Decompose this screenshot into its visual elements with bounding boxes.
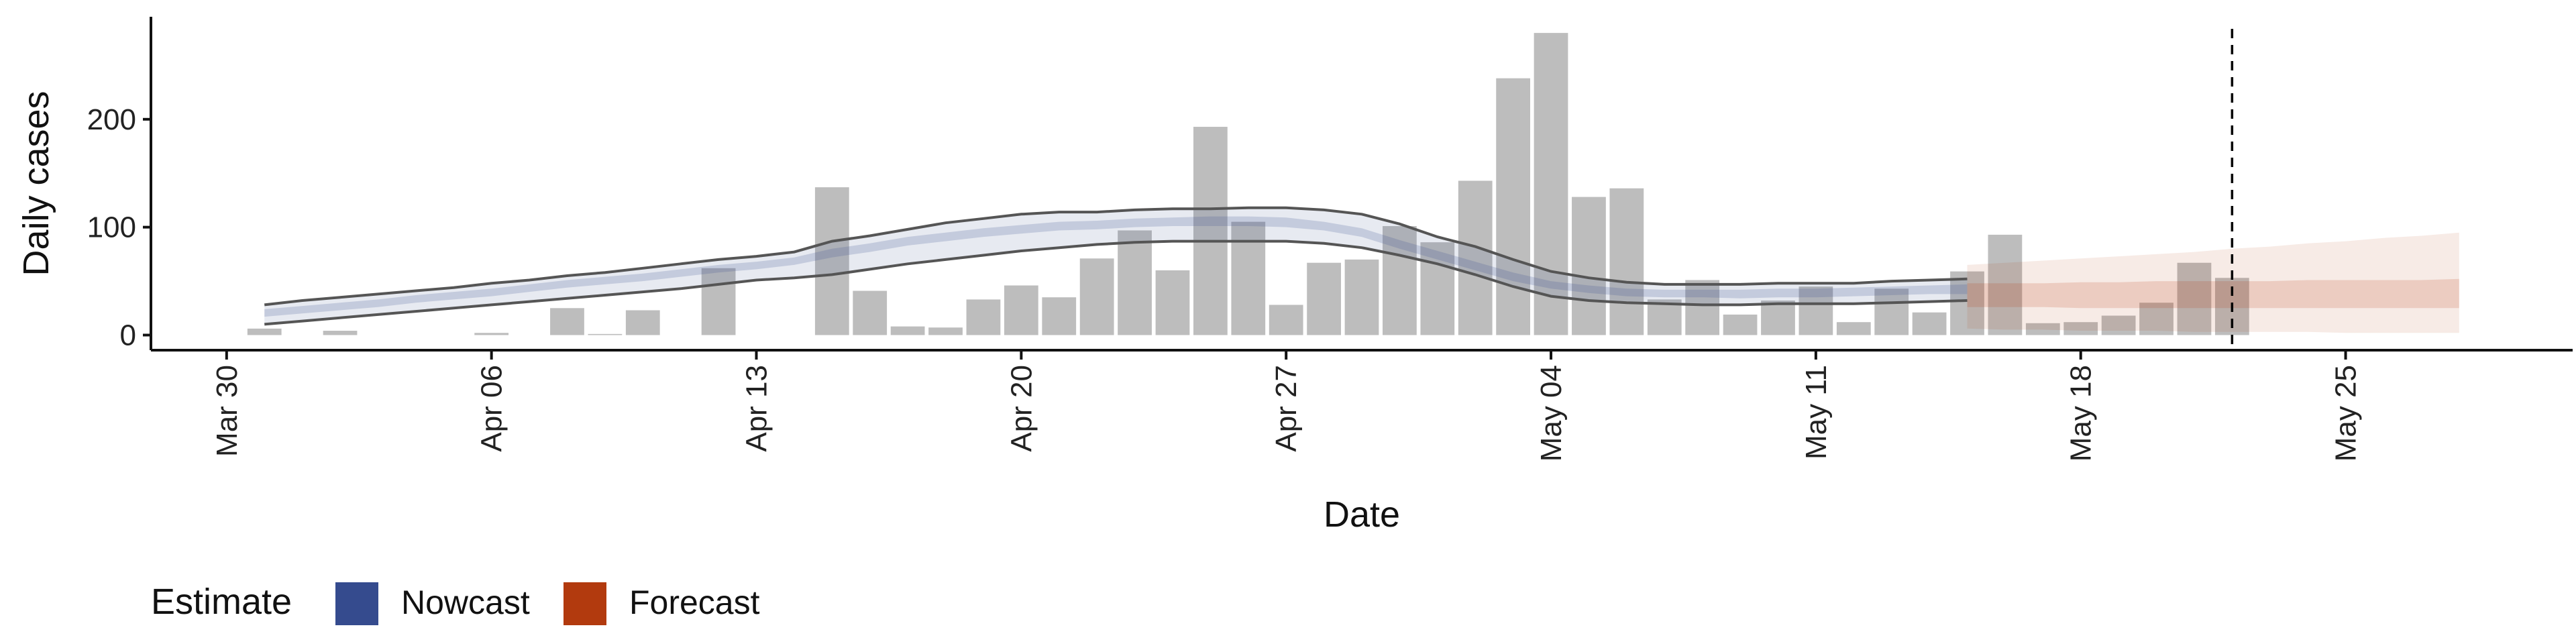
x-axis-title: Date (1324, 494, 1400, 535)
bar-2020-05-16 (1988, 234, 2023, 335)
bar-2020-05-15 (1950, 271, 1984, 335)
bar-2020-05-12 (1836, 322, 1871, 335)
bar-2020-05-14 (1912, 312, 1947, 335)
bar-2020-04-27 (1269, 305, 1303, 335)
outline-layer (264, 206, 1968, 326)
bar-2020-04-18 (928, 327, 963, 335)
x-tick-label-2020-04-13: Apr 13 (741, 365, 773, 452)
bar-2020-04-20 (1004, 285, 1038, 335)
bands-layer (264, 207, 2459, 333)
bar-2020-04-17 (890, 326, 925, 335)
bar-2020-05-04 (1534, 33, 1568, 335)
bar-2020-05-11 (1799, 286, 1833, 335)
bar-2020-04-29 (1344, 259, 1379, 335)
forecast-band-50 (1967, 278, 2459, 309)
bar-2020-05-03 (1496, 78, 1531, 335)
bar-2020-05-02 (1458, 180, 1493, 335)
bar-2020-05-18 (2063, 322, 2098, 335)
legend-title: Estimate (151, 582, 292, 622)
forecast-band-90 (1967, 232, 2459, 333)
bar-2020-04-21 (1042, 297, 1077, 335)
x-tick-label-2020-03-30: Mar 30 (211, 365, 244, 457)
bar-2020-04-22 (1079, 258, 1114, 335)
x-tick-label-2020-04-20: Apr 20 (1005, 365, 1038, 452)
bar-2020-05-19 (2101, 315, 2136, 335)
bar-2020-04-24 (1155, 270, 1190, 335)
bar-2020-05-06 (1609, 188, 1644, 335)
legend-swatch-nowcast (335, 582, 378, 625)
y-axis-title: Daily cases (16, 91, 56, 276)
bar-2020-05-08 (1685, 280, 1720, 335)
bar-2020-04-09 (588, 333, 623, 335)
bar-2020-04-28 (1307, 262, 1341, 335)
legend-label-nowcast: Nowcast (401, 584, 530, 621)
bar-2020-04-12 (701, 268, 736, 335)
x-tick-label-2020-04-06: Apr 06 (476, 365, 508, 452)
x-tick-label-2020-05-25: May 25 (2330, 365, 2363, 462)
bar-2020-04-02 (323, 331, 358, 335)
bar-2020-04-25 (1193, 127, 1228, 335)
legend-label-forecast: Forecast (629, 584, 760, 621)
y-ticks: 0 100 200 (87, 103, 151, 352)
bar-2020-05-13 (1874, 288, 1909, 335)
x-tick-label-2020-04-27: Apr 27 (1270, 365, 1303, 452)
axes-layer (150, 17, 2573, 352)
x-tick-label-2020-05-04: May 04 (1535, 365, 1568, 462)
bar-2020-05-20 (2139, 303, 2174, 335)
y-tick-label-0: 0 (120, 319, 136, 352)
bar-2020-04-19 (966, 299, 1001, 335)
bar-2020-05-17 (2025, 323, 2060, 335)
legend-swatch-forecast (564, 582, 606, 625)
bar-2020-04-15 (814, 187, 849, 335)
bar-2020-05-21 (2177, 262, 2212, 335)
nowcast-upper-line (264, 206, 1968, 307)
bar-2020-03-31 (247, 328, 282, 335)
legend: Estimate Nowcast Forecast (151, 582, 760, 625)
bar-2020-05-10 (1761, 301, 1795, 335)
bar-2020-04-16 (853, 290, 888, 335)
nowcast-band-90 (264, 207, 1968, 325)
bar-2020-04-23 (1118, 230, 1152, 335)
x-tick-label-2020-05-18: May 18 (2065, 365, 2098, 462)
y-tick-label-200: 200 (87, 103, 136, 136)
nowcast-lower-line (264, 239, 1968, 326)
x-tick-label-2020-05-11: May 11 (1800, 365, 1833, 460)
bar-2020-04-06 (474, 333, 509, 335)
bar-2020-04-08 (550, 308, 584, 335)
bar-2020-04-30 (1383, 226, 1417, 335)
x-ticks: Mar 30 Apr 06 Apr 13 Apr 20 Apr 27 May 04 May … (211, 350, 2363, 462)
bar-2020-05-09 (1723, 314, 1758, 335)
bar-2020-04-10 (625, 310, 660, 335)
y-tick-label-100: 100 (87, 211, 136, 244)
bar-2020-05-05 (1572, 197, 1606, 335)
bar-2020-05-01 (1420, 242, 1455, 335)
